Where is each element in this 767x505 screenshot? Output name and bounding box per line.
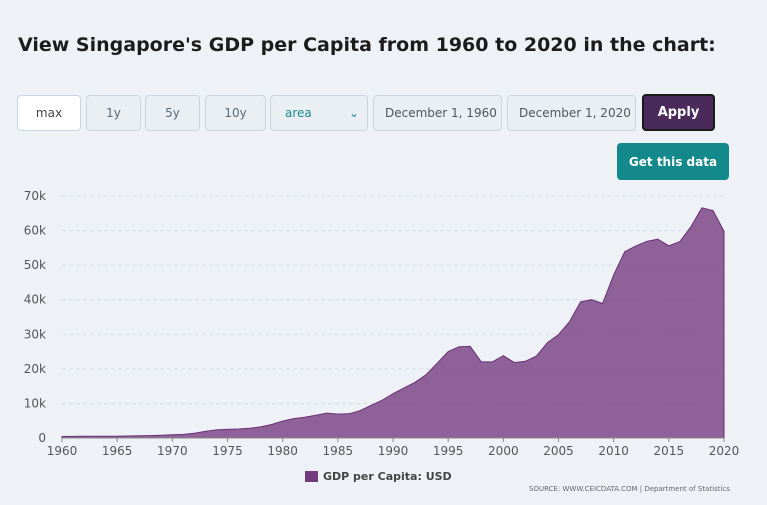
chart-legend[interactable]: GDP per Capita: USD [305, 470, 452, 483]
legend-swatch [305, 471, 318, 482]
legend-label: GDP per Capita: USD [323, 470, 452, 483]
y-tick-label: 50k [24, 258, 46, 272]
y-tick-label: 30k [24, 327, 46, 341]
range-max-button[interactable]: max [17, 95, 81, 131]
start-date-input[interactable]: December 1, 1960 [373, 95, 502, 131]
y-tick-label: 10k [24, 396, 46, 410]
x-tick-label: 2005 [543, 444, 574, 458]
source-note: SOURCE: WWW.CEICDATA.COM | Department of… [529, 485, 730, 493]
x-tick-label: 1995 [433, 444, 464, 458]
x-tick-label: 2020 [709, 444, 740, 458]
y-tick-label: 70k [24, 189, 46, 203]
range-10y-button[interactable]: 10y [205, 95, 266, 131]
y-tick-label: 0 [38, 431, 46, 445]
x-tick-label: 1960 [47, 444, 78, 458]
x-tick-label: 1985 [323, 444, 354, 458]
end-date-input[interactable]: December 1, 2020 [507, 95, 636, 131]
x-tick-label: 1975 [212, 444, 243, 458]
range-1y-button[interactable]: 1y [86, 95, 141, 131]
chevron-down-icon: ⌄ [348, 106, 359, 120]
y-tick-label: 40k [24, 293, 46, 307]
x-tick-label: 2010 [598, 444, 629, 458]
chart-type-value: area [285, 106, 312, 120]
series-area [61, 207, 725, 439]
x-tick-label: 2015 [654, 444, 685, 458]
y-tick-label: 20k [24, 362, 46, 376]
y-tick-label: 60k [24, 224, 46, 238]
page-title: View Singapore's GDP per Capita from 196… [18, 34, 716, 56]
x-tick-label: 1980 [267, 444, 298, 458]
x-tick-label: 2000 [488, 444, 519, 458]
x-tick-label: 1990 [378, 444, 409, 458]
x-tick-label: 1970 [157, 444, 188, 458]
apply-button[interactable]: Apply [642, 94, 715, 131]
x-tick-label: 1965 [102, 444, 133, 458]
range-5y-button[interactable]: 5y [145, 95, 200, 131]
get-data-button[interactable]: Get this data [617, 143, 729, 180]
chart-type-select[interactable]: area ⌄ [270, 95, 368, 131]
